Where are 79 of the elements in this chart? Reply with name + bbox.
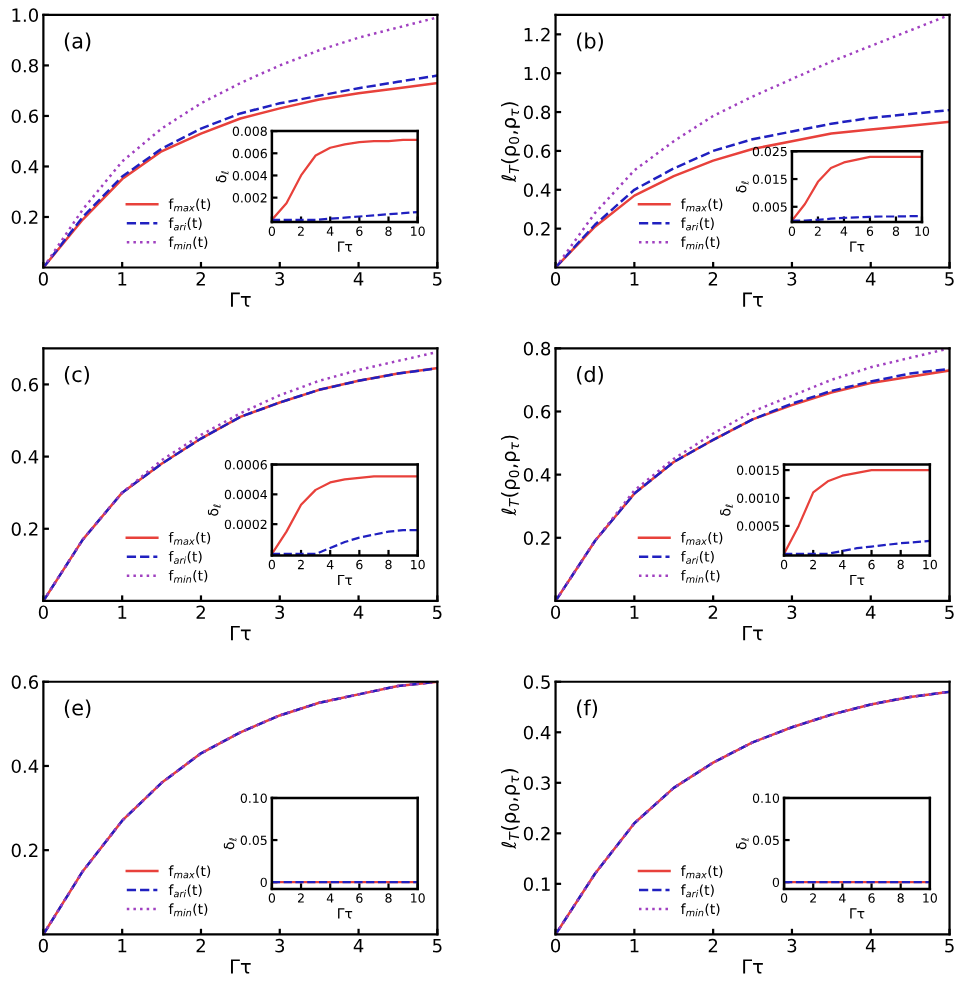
y-tick-label: 1.0 [12,8,39,23]
x-tick-label: 5 [945,605,954,620]
x-tick-label: 1 [630,272,639,286]
y-tick-label: 0.6 [523,404,551,419]
line-series [784,469,930,555]
y-tick-label: 0.2 [523,222,550,236]
x-tick-label: 2 [708,605,718,619]
x-tick-label: 0 [551,271,561,286]
y-tick-label: 0.4 [11,759,39,774]
y-tick-label: 0.1 [523,877,550,891]
y-tick-label: 0.2 [523,531,550,545]
y-tick-label: 0.2 [11,210,38,225]
y-tick-label: 0.8 [523,105,551,120]
x-tick-label: 3 [787,938,797,953]
x-tick-label: 1 [630,939,639,953]
y-tick-label: 0.2 [11,843,38,858]
annotation: (f) [577,699,598,719]
x-tick-label: 4 [865,605,876,619]
annotation: (d) [577,366,603,385]
x-tick-label: 5 [433,272,442,286]
y-axis-title: ℓ$_{T}$(ρ$_{0}$,ρ$_{τ}$) [501,435,520,516]
x-tick-label: 3 [275,271,285,286]
line-series [43,16,438,268]
x-tick-label: 5 [433,939,442,953]
x-tick-label: 3 [787,605,797,620]
x-tick-label: 4 [865,939,876,953]
x-tick-label: 3 [275,605,285,620]
x-tick-label: 3 [275,938,285,953]
y-tick-label: 0.6 [11,377,39,392]
y-tick-label: 0.3 [523,776,550,790]
y-tick-label: 0.2 [523,826,550,841]
x-tick-label: 1 [630,605,639,619]
y-tick-label: 1.2 [524,27,550,42]
x-tick-label: 1 [118,939,127,953]
x-tick-label: 5 [945,939,954,953]
x-tick-label: 4 [353,272,364,286]
line-series [791,155,922,222]
y-tick-label: 0.8 [11,58,38,73]
x-tick-label: 0 [551,938,561,953]
annotation: (a) [64,32,91,52]
x-tick-label: 5 [945,272,954,286]
y-tick-label: 0.5 [523,675,550,689]
y-tick-label: 0.4 [523,468,551,482]
x-tick-label: 5 [433,605,442,620]
x-tick-label: 2 [196,938,205,953]
x-axis-title: Γτ [743,959,763,974]
x-axis-title: Γτ [231,292,251,307]
y-tick-label: 0.6 [11,109,39,124]
x-tick-label: 2 [196,605,205,619]
annotation: (e) [64,699,91,719]
x-axis-title: Γτ [231,625,251,641]
line-series [43,681,438,935]
y-tick-label: 0.2 [11,522,38,536]
x-axis-title: Γτ [743,625,763,641]
y-tick-label: 0.4 [523,183,551,197]
y-tick-label: 0.4 [11,450,39,464]
y-tick-label: 0.6 [11,675,39,689]
x-axis-title: Γτ [231,959,251,974]
annotation: (b) [577,32,603,52]
y-tick-label: 1.0 [524,66,551,81]
x-tick-label: 3 [787,271,797,286]
x-tick-label: 2 [708,271,718,286]
y-tick-label: 0.6 [523,144,551,159]
x-tick-label: 2 [708,938,718,953]
y-axis-title: ℓ$_{T}$(ρ$_{0}$,ρ$_{τ}$) [501,102,520,183]
x-tick-label: 0 [551,605,561,620]
y-tick-label: 0.4 [523,725,551,740]
x-tick-label: 4 [353,939,364,953]
x-tick-label: 1 [118,272,127,286]
line-series [555,14,950,268]
annotation: (c) [64,366,89,385]
x-axis-title: Γτ [743,292,763,307]
y-tick-label: 0.4 [11,159,39,174]
y-axis-title: ℓ$_{T}$(ρ$_{0}$,ρ$_{τ}$) [501,769,520,850]
y-tick-label: 0.8 [523,341,551,356]
x-tick-label: 2 [196,271,205,286]
x-tick-label: 1 [118,605,127,619]
x-tick-label: 4 [865,272,876,286]
x-tick-label: 4 [353,605,364,619]
